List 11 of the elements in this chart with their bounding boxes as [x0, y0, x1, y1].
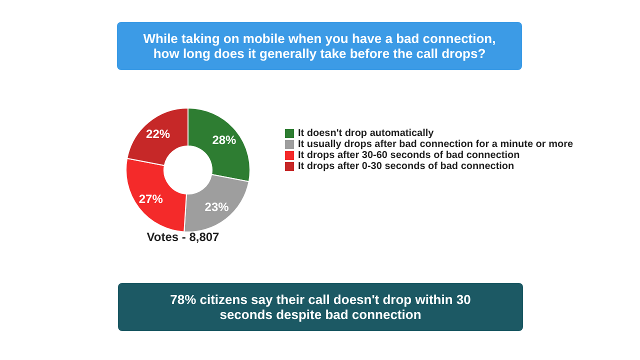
text: Votes - 8,807 — [146, 230, 220, 244]
data-label: 22% — [146, 126, 170, 141]
legend-label: It drops after 0-30 seconds of bad connection — [298, 161, 514, 172]
data-label: 28% — [212, 133, 237, 148]
text: 78% citizens say their call doesn't drop within 30 seconds despite bad connection — [118, 283, 523, 331]
chart-title: While taking on mobile when you have a bad connection, how long does it generally take before the call drops? — [117, 22, 522, 70]
legend-label: It drops after 30-60 seconds of bad connection — [298, 150, 520, 161]
data-label: 23% — [204, 200, 230, 214]
legend-label: It doesn't drop automatically — [298, 128, 434, 139]
legend-label: It usually drops after bad connection for a minute or more — [298, 139, 574, 150]
data-label: 27% — [138, 192, 164, 206]
